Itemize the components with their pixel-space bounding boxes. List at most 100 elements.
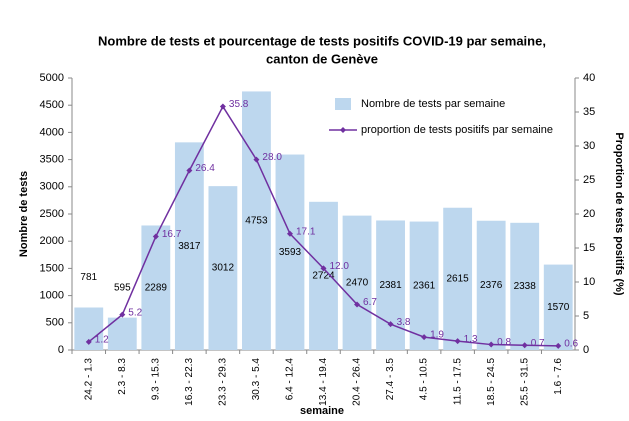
line-marker — [219, 103, 226, 110]
x-tick-label: 6.4 - 12.4 — [285, 358, 296, 401]
bar — [476, 220, 506, 350]
line-marker — [119, 311, 126, 318]
x-tick-label: 20.4 - 26.4 — [352, 358, 363, 406]
x-tick-label: 4.5 - 10.5 — [419, 358, 430, 401]
line-value-label: 17.1 — [296, 226, 316, 237]
bar — [409, 221, 439, 350]
bar — [309, 201, 338, 350]
bar-value-label: 3817 — [178, 241, 201, 252]
line-value-label: 12.0 — [330, 261, 350, 272]
bar-value-label: 3012 — [212, 263, 235, 274]
x-tick-label: 11.5 - 17.5 — [452, 358, 463, 406]
y2-tick-label: 30 — [583, 140, 595, 152]
legend-marker — [340, 127, 346, 133]
line-value-label: 1.3 — [464, 334, 478, 345]
bar-value-label: 781 — [80, 272, 97, 283]
y-axis-label: Nombre de tests — [18, 171, 30, 257]
x-tick-label: 18.5 - 24.5 — [486, 358, 497, 406]
x-tick-label: 1.6 - 7.6 — [553, 358, 564, 395]
line-value-label: 1.9 — [430, 330, 444, 341]
line-value-label: 28.0 — [262, 152, 282, 163]
y2-tick-label: 10 — [583, 276, 595, 288]
bar-value-label: 2361 — [413, 280, 436, 291]
line-marker — [521, 342, 528, 349]
y2-tick-label: 25 — [583, 174, 595, 186]
line-marker — [186, 167, 193, 174]
y2-tick-label: 20 — [583, 208, 595, 220]
line-marker — [354, 301, 361, 308]
line-marker — [454, 338, 461, 345]
y-tick-label: 2000 — [40, 235, 64, 247]
line-value-label: 5.2 — [128, 307, 142, 318]
line-marker — [387, 321, 394, 328]
bar-value-label: 2289 — [145, 282, 168, 293]
y-tick-label: 3500 — [40, 154, 64, 166]
chart-title: Nombre de tests et pourcentage de tests … — [98, 33, 546, 48]
y2-tick-label: 15 — [583, 242, 595, 254]
y-tick-label: 5000 — [40, 72, 64, 84]
bar-value-label: 1570 — [547, 302, 570, 313]
x-tick-label: 23.3 - 29.3 — [218, 358, 229, 406]
y-tick-label: 4500 — [40, 99, 64, 111]
bar — [443, 207, 473, 350]
x-tick-label: 25.5 - 31.5 — [519, 358, 530, 406]
bar — [141, 225, 171, 350]
bar — [242, 91, 271, 350]
line-value-label: 6.7 — [363, 297, 377, 308]
legend-swatch — [335, 98, 351, 110]
y2-axis-label: Proportion de tests positifs (%) — [613, 132, 625, 296]
y-tick-label: 500 — [46, 317, 64, 329]
line-value-label: 1.2 — [95, 334, 109, 345]
x-tick-label: 9.3 - 15.3 — [150, 358, 161, 401]
bar — [543, 264, 573, 350]
y-tick-label: 3000 — [40, 181, 64, 193]
bar-value-label: 2381 — [379, 280, 402, 291]
line-value-label: 26.4 — [195, 163, 215, 174]
bar-value-label: 4753 — [245, 215, 268, 226]
legend-label: Nombre de tests par semaine — [361, 98, 505, 110]
line-marker — [253, 156, 260, 163]
y-tick-label: 2500 — [40, 208, 64, 220]
x-axis-label: semaine — [300, 405, 344, 417]
line-marker — [286, 230, 293, 237]
bar-value-label: 2724 — [312, 271, 335, 282]
line-marker — [85, 338, 92, 345]
bar-value-label: 2615 — [447, 274, 470, 285]
y2-tick-label: 5 — [583, 310, 589, 322]
bar-value-label: 2376 — [480, 280, 503, 291]
line-value-label: 0.7 — [531, 338, 545, 349]
bar-value-label: 2470 — [346, 277, 369, 288]
y2-tick-label: 40 — [583, 72, 595, 84]
line-marker — [488, 341, 495, 348]
y-tick-label: 1500 — [40, 262, 64, 274]
x-tick-label: 13.4 - 19.4 — [318, 358, 329, 406]
x-tick-label: 30.3 - 5.4 — [251, 358, 262, 401]
bar — [174, 142, 204, 350]
line-marker — [152, 233, 159, 240]
y-tick-label: 4000 — [40, 126, 64, 138]
line-value-label: 0.8 — [497, 337, 511, 348]
y2-tick-label: 35 — [583, 106, 595, 118]
x-tick-label: 27.4 - 3.5 — [385, 358, 396, 401]
bar — [208, 186, 238, 350]
line-value-label: 3.8 — [397, 317, 411, 328]
x-tick-label: 2.3 - 8.3 — [117, 358, 128, 395]
bar — [510, 222, 540, 350]
line-value-label: 16.7 — [162, 229, 182, 240]
line-value-label: 0.6 — [564, 339, 578, 350]
line-marker — [421, 334, 428, 341]
line-marker — [555, 342, 562, 349]
y-tick-label: 0 — [58, 344, 64, 356]
bar — [342, 215, 372, 350]
bar-value-label: 2338 — [514, 281, 537, 292]
x-tick-label: 16.3 - 22.3 — [184, 358, 195, 406]
chart-title: canton de Genève — [266, 51, 378, 66]
x-tick-label: 24.2 - 1.3 — [83, 358, 94, 401]
legend-label: proportion de tests positifs par semaine — [361, 124, 553, 136]
bar-value-label: 595 — [114, 282, 131, 293]
y2-tick-label: 0 — [583, 344, 589, 356]
line-marker — [320, 265, 327, 272]
bar — [275, 154, 305, 350]
y-tick-label: 1000 — [40, 290, 64, 302]
